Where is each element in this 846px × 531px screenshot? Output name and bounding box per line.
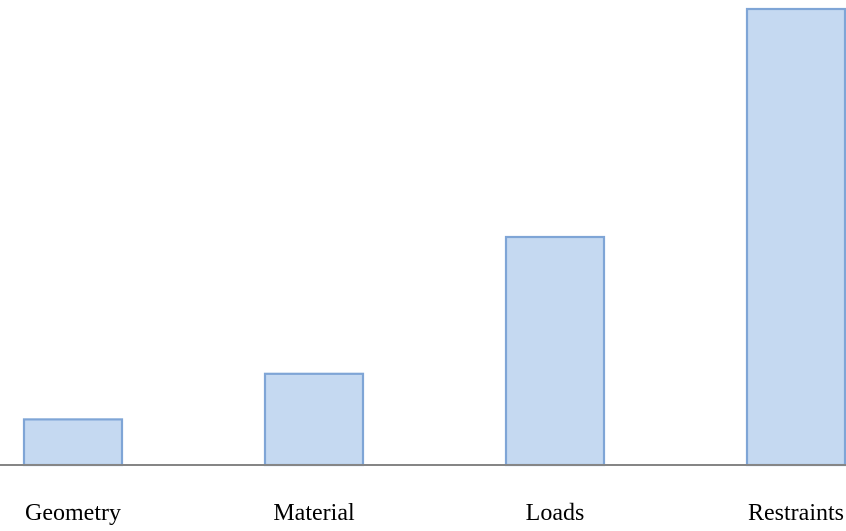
x-tick-label-material: Material — [273, 500, 355, 526]
x-tick-label-geometry: Geometry — [25, 500, 121, 526]
x-tick-label-restraints: Restraints — [748, 500, 844, 526]
x-tick-label-loads: Loads — [526, 500, 585, 526]
bar-loads — [504, 235, 606, 467]
bar-material — [263, 372, 365, 467]
x-tick-labels: Geometry Material Loads Restraints — [25, 500, 844, 526]
bar-geometry — [22, 418, 124, 467]
bars-group — [22, 7, 846, 467]
bar-restraints — [745, 7, 846, 467]
